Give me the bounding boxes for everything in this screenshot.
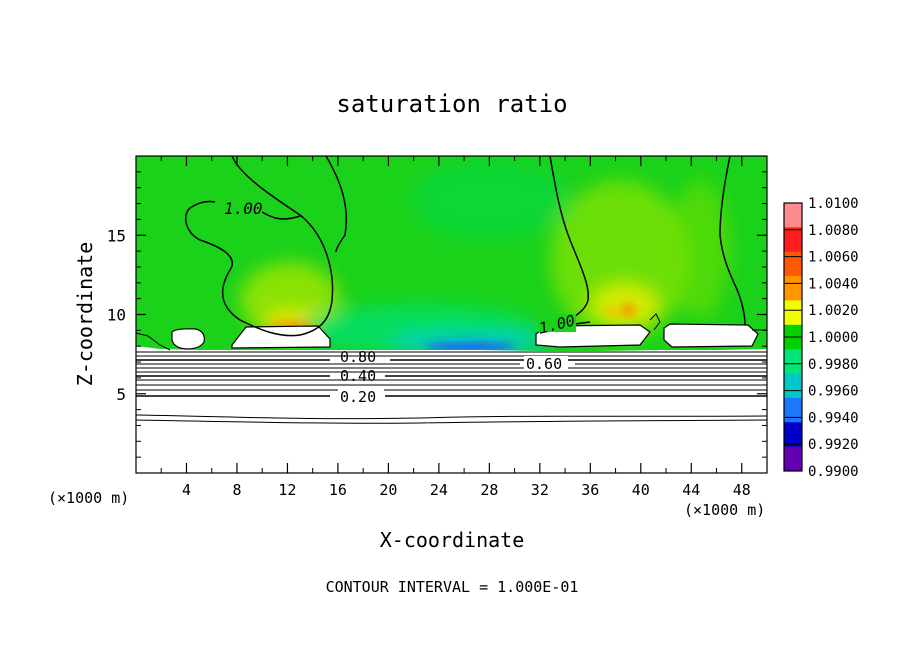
x-tick-label: 44 [682,481,700,499]
colorbar-label: 1.0100 [808,196,859,212]
colorbar-swatch [784,373,802,399]
x-axis-label: X-coordinate [380,528,525,552]
contour-lines-2 [136,351,767,424]
colorbar-swatch [784,349,802,375]
colorbar-swatch [784,276,802,301]
x-tick-label: 20 [379,481,397,499]
contour-label-1: 1.00 [224,199,263,218]
x-axis-ticks: 4 8 12 16 20 24 28 32 36 40 44 48 [160,156,751,499]
contour-label-4: 0.60 [526,355,562,373]
colorbar-swatch [784,422,802,448]
colorbar-label: 1.0020 [808,303,859,319]
x-tick-label: 16 [329,481,347,499]
colorbar-swatch [784,300,802,326]
colorbar-swatch [784,446,802,472]
colorbar-label: 0.9940 [808,410,859,426]
y-tick-label: 10 [107,306,126,325]
colorbar-label: 0.9920 [808,437,859,453]
colorbar-label: 1.0000 [808,330,859,346]
x-tick-label: 28 [480,481,498,499]
colorbar-label: 0.9960 [808,384,859,400]
lower-region [136,346,767,473]
x-tick-label: 40 [632,481,650,499]
contour-label-6: 0.20 [340,388,376,406]
colorbar-swatch [784,251,802,277]
x-tick-label: 24 [430,481,448,499]
y-tick-label: 5 [116,385,126,404]
x-tick-label: 12 [278,481,296,499]
colorbar-swatch [784,227,802,253]
colorbar-swatch [784,397,802,423]
x-tick-label: 4 [182,481,191,499]
x-tick-label: 8 [232,481,241,499]
chart-title: saturation ratio [336,90,567,118]
colorbar-label: 0.9900 [808,464,859,480]
x-tick-label: 48 [733,481,751,499]
colorbar-swatch [784,203,802,228]
colorbar-label: 0.9980 [808,357,859,373]
contour-interval-note: CONTOUR INTERVAL = 1.000E-01 [326,578,579,596]
x-tick-label: 36 [581,481,599,499]
colorbar-label: 1.0040 [808,276,859,292]
island-1 [171,328,205,350]
contour-labels: 1.00 1.00 0.80 0.60 0.40 0.20 [222,196,577,406]
contour-label-3: 0.80 [340,348,376,366]
x-tick-label: 32 [531,481,549,499]
island-2 [231,325,331,349]
plot-area [136,156,767,473]
y-tick-label: 15 [107,226,126,245]
colorbar-label: 1.0080 [808,223,859,239]
y-axis-ticks: 5 10 15 [107,171,767,458]
x-unit-right: (×1000 m) [684,501,765,519]
colorbar-label: 1.0060 [808,250,859,266]
x-unit-left: (×1000 m) [48,489,129,507]
y-axis-label: Z-coordinate [73,242,97,387]
island-4 [663,323,759,348]
colorbar: 1.0100 1.0080 1.0060 1.0040 1.0020 1.0000 0.99… [783,196,859,480]
contour-label-5: 0.40 [340,367,376,385]
